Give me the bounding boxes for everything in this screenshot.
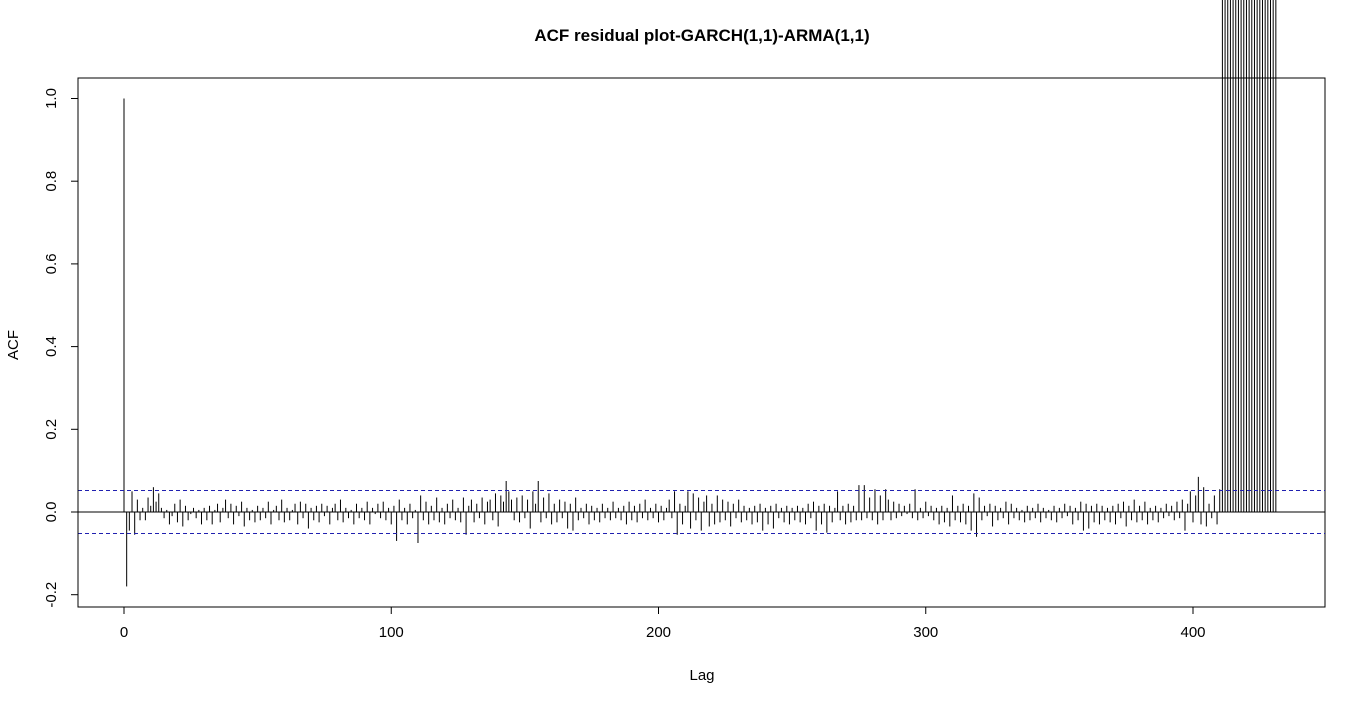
y-tick-label: 0.0 bbox=[43, 502, 60, 523]
x-axis: 0 100 200 300 400 bbox=[120, 606, 1206, 641]
y-tick-label: 0.6 bbox=[43, 253, 60, 274]
y-tick-label: 1.0 bbox=[43, 88, 60, 109]
y-tick-label: 0.4 bbox=[43, 336, 60, 357]
x-tick-label: 300 bbox=[913, 624, 938, 641]
y-axis-label: ACF bbox=[5, 330, 22, 360]
x-tick-label: 400 bbox=[1180, 624, 1205, 641]
y-tick-label: 0.8 bbox=[43, 171, 60, 192]
acf-bars bbox=[123, 0, 1277, 587]
y-axis: -0.2 0.0 0.2 0.4 0.6 0.8 1.0 bbox=[43, 88, 79, 608]
y-tick-label: 0.2 bbox=[43, 419, 60, 440]
chart-title: ACF residual plot-GARCH(1,1)-ARMA(1,1) bbox=[534, 26, 869, 45]
y-tick-label: -0.2 bbox=[43, 582, 60, 608]
x-tick-label: 100 bbox=[379, 624, 404, 641]
x-axis-label: Lag bbox=[689, 667, 714, 684]
x-tick-label: 0 bbox=[120, 624, 128, 641]
x-tick-label: 200 bbox=[646, 624, 671, 641]
